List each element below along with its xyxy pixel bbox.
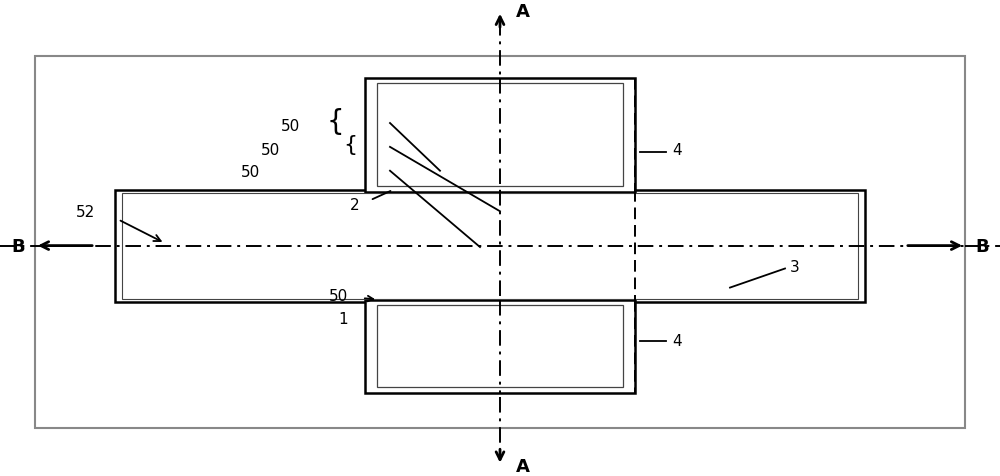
Bar	[377, 84, 623, 187]
Bar	[377, 306, 623, 387]
Text: A: A	[516, 3, 530, 21]
Text: 50: 50	[261, 142, 280, 158]
Text: {: {	[343, 135, 357, 155]
Bar	[365, 300, 635, 393]
Text: 3: 3	[790, 259, 800, 274]
Text: 50: 50	[329, 288, 348, 304]
Text: {: {	[326, 108, 344, 135]
Text: 1: 1	[338, 311, 348, 327]
Text: 50: 50	[241, 165, 260, 180]
Text: 2: 2	[350, 197, 360, 212]
Text: A: A	[516, 456, 530, 475]
Text: B: B	[11, 237, 25, 255]
Text: 50: 50	[281, 119, 300, 134]
Bar	[122, 194, 858, 299]
Bar	[115, 190, 865, 302]
Bar	[365, 79, 635, 193]
Text: 52: 52	[76, 204, 95, 219]
Text: 4: 4	[672, 333, 682, 348]
Bar	[35, 57, 965, 428]
Text: 4: 4	[672, 142, 682, 158]
Text: B: B	[975, 237, 989, 255]
